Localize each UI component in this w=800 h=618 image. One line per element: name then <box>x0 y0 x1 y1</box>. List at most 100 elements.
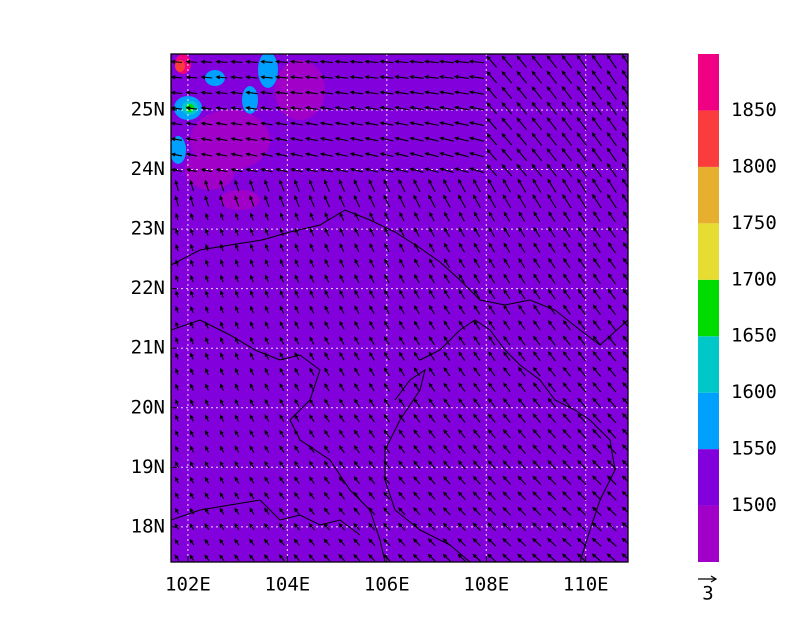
wind-vector <box>319 90 334 95</box>
wind-vector <box>458 366 466 377</box>
wind-vector <box>189 461 194 469</box>
wind-vector <box>275 106 288 111</box>
wind-vector <box>424 90 439 95</box>
wind-vector <box>369 289 375 299</box>
wind-vector <box>607 304 616 316</box>
wind-vector <box>621 69 628 80</box>
wind-vector <box>592 366 602 377</box>
wind-vector <box>190 243 194 252</box>
wind-vector <box>379 105 394 111</box>
wind-vector <box>353 429 360 438</box>
wind-vector <box>398 179 406 193</box>
wind-vector <box>518 211 526 222</box>
wind-vector <box>245 75 258 80</box>
wind-vector <box>439 167 454 173</box>
wind-vector <box>174 492 179 499</box>
coastlines <box>171 209 628 562</box>
wind-vector <box>563 242 571 253</box>
wind-vector <box>561 116 573 131</box>
wind-vector <box>443 460 451 470</box>
wind-vector <box>383 398 390 407</box>
wind-vector <box>472 460 481 470</box>
wind-vector <box>338 429 345 438</box>
wind-vector <box>413 507 421 516</box>
wind-vector <box>516 70 528 84</box>
wind-vector <box>591 163 602 178</box>
wind-vector <box>204 274 209 283</box>
wind-vector <box>592 397 602 408</box>
wind-vector <box>369 227 375 237</box>
wind-vector <box>547 397 556 408</box>
wind-vector <box>384 258 390 268</box>
wind-vector <box>379 167 394 173</box>
x-tick-label: 106E <box>364 574 410 596</box>
wind-vector <box>487 491 496 501</box>
wind-vector <box>190 430 194 438</box>
wind-vector <box>424 136 439 142</box>
wind-vector <box>533 320 541 331</box>
wind-vector <box>369 211 375 222</box>
wind-vector <box>260 137 273 142</box>
wind-vector <box>304 75 318 80</box>
wind-vector <box>413 320 420 330</box>
wind-vector <box>294 336 300 345</box>
wind-vector <box>349 90 364 95</box>
wind-vector <box>591 101 602 116</box>
wind-vector <box>394 90 409 95</box>
wind-vector <box>533 211 541 222</box>
wind-vector <box>531 132 543 146</box>
wind-vector <box>424 167 439 173</box>
wind-vector <box>323 476 330 485</box>
wind-vector <box>245 90 258 95</box>
wind-vector <box>230 75 243 80</box>
wind-vector <box>576 163 587 178</box>
y-tick-label: 20N <box>131 396 165 418</box>
wind-vector <box>517 491 527 501</box>
wind-vector <box>384 320 390 330</box>
wind-vector <box>443 413 451 423</box>
wind-vector <box>275 152 288 157</box>
wind-vector <box>409 59 424 64</box>
wind-vector <box>204 179 210 192</box>
wind-vector <box>309 274 315 283</box>
wind-vector <box>324 227 330 237</box>
wind-vector <box>294 352 300 361</box>
wind-vector <box>468 136 484 142</box>
wind-vector <box>264 491 270 500</box>
wind-vector <box>324 320 330 330</box>
wind-vector <box>531 163 543 177</box>
wind-vector <box>334 167 349 173</box>
wind-vector <box>412 538 421 547</box>
wind-vector <box>486 117 498 130</box>
wind-vector <box>458 273 466 284</box>
wind-vector <box>189 523 195 530</box>
wind-vector <box>413 444 421 454</box>
wind-vector <box>264 367 270 376</box>
wind-vector <box>264 398 270 407</box>
wind-vector <box>234 445 240 453</box>
wind-vector <box>190 367 194 376</box>
wind-vector <box>275 121 288 126</box>
wind-vector <box>264 243 269 252</box>
wind-vector <box>293 538 300 546</box>
wind-vector <box>501 133 513 146</box>
wind-vector <box>487 538 497 547</box>
wind-vector <box>562 366 571 377</box>
wind-vector <box>234 290 239 298</box>
wind-vector <box>308 507 315 515</box>
wind-vector <box>204 461 210 469</box>
wind-vector <box>308 476 315 485</box>
wind-vector <box>428 444 436 454</box>
wind-vector <box>219 507 225 515</box>
wind-vector <box>304 90 318 95</box>
wind-vector <box>424 105 439 111</box>
wind-vector <box>562 351 571 362</box>
wind-vector <box>429 227 435 237</box>
wind-vector <box>354 382 360 392</box>
wind-vector <box>305 167 318 173</box>
wind-vector <box>384 274 390 284</box>
wind-vector <box>439 90 454 95</box>
wind-vector <box>503 335 511 346</box>
wind-vector <box>275 167 288 173</box>
wind-vector <box>353 460 360 469</box>
